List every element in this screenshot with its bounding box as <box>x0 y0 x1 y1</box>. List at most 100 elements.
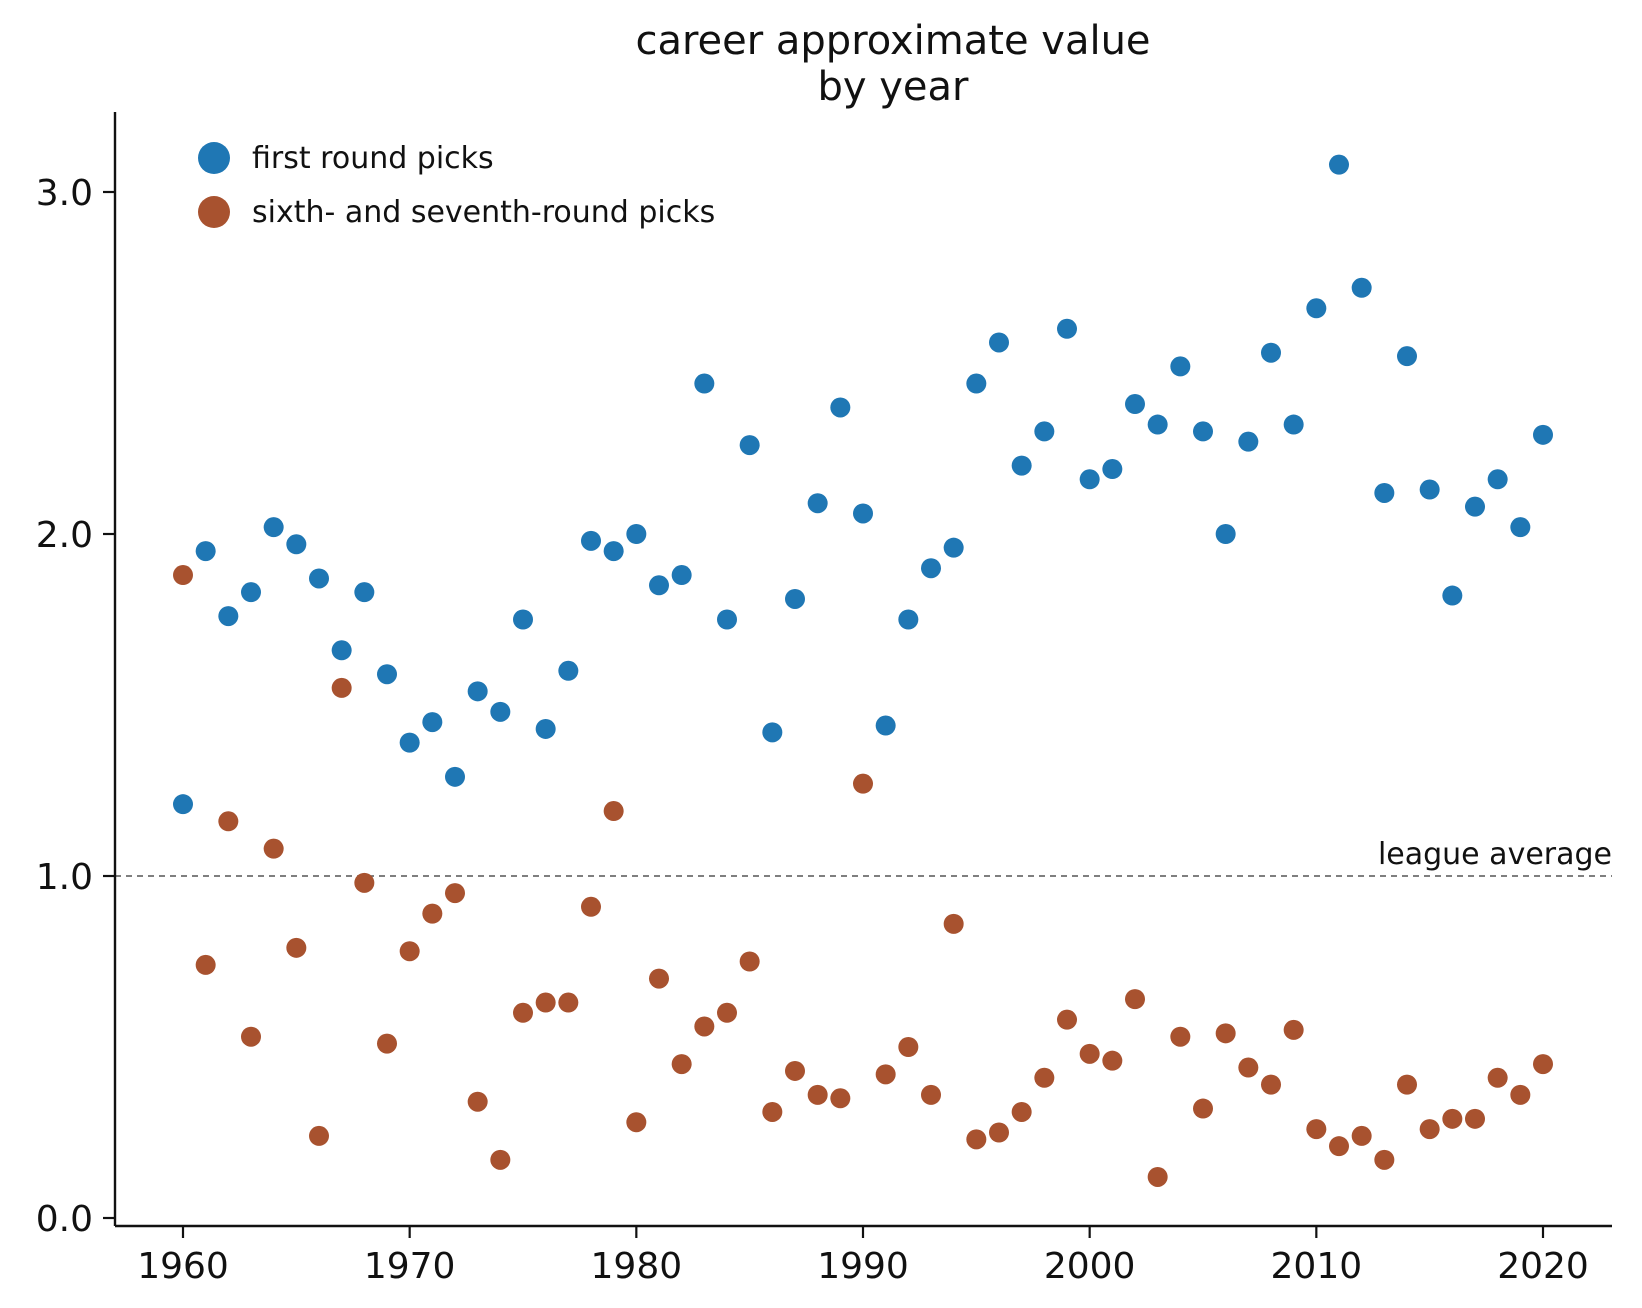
first-round-point <box>1193 421 1213 442</box>
late-round-point <box>943 913 964 934</box>
first-round-point <box>173 794 193 815</box>
first-round-point <box>626 524 647 544</box>
first-round-point <box>422 712 443 733</box>
first-round-point <box>875 715 896 736</box>
first-round-point <box>1397 346 1417 367</box>
late-round-point <box>603 801 624 822</box>
first-round-point <box>1283 414 1304 435</box>
first-round-point <box>830 397 851 418</box>
first-round-point <box>898 609 919 630</box>
late-round-point <box>218 811 239 832</box>
reference-line-label: league average <box>1378 837 1612 872</box>
late-round-point <box>1465 1108 1485 1129</box>
late-round-point <box>354 872 375 893</box>
first-round-point <box>966 373 987 394</box>
first-round-point <box>853 503 873 524</box>
first-round-point <box>1102 459 1123 480</box>
late-round-point <box>286 937 307 958</box>
first-round-point <box>1034 421 1055 442</box>
late-round-point <box>1057 1009 1077 1030</box>
first-round-point <box>762 722 783 743</box>
x-tick-label: 1990 <box>817 1246 909 1287</box>
first-round-point <box>399 732 420 753</box>
late-round-point <box>807 1084 828 1105</box>
late-round-point <box>1170 1026 1191 1047</box>
late-round-point <box>490 1149 511 1170</box>
plot-points <box>173 154 1553 1187</box>
late-round-point <box>1147 1166 1168 1187</box>
first-round-point <box>1374 482 1395 503</box>
late-round-point <box>694 1016 715 1037</box>
first-round-point <box>1125 394 1145 415</box>
late-round-point <box>422 903 443 924</box>
legend-label: sixth- and seventh-round picks <box>252 195 715 230</box>
late-round-point <box>762 1101 783 1122</box>
x-tick-label: 1960 <box>137 1246 229 1287</box>
first-round-point <box>1510 517 1531 538</box>
first-round-point <box>1215 524 1236 544</box>
x-tick-label: 2020 <box>1497 1246 1589 1287</box>
first-round-point <box>1057 318 1077 339</box>
late-round-point <box>377 1033 397 1054</box>
late-round-point <box>989 1122 1009 1143</box>
first-round-point <box>218 606 239 627</box>
late-round-point <box>898 1037 919 1057</box>
first-round-point <box>331 640 352 661</box>
reference-line-group: league average <box>115 837 1612 877</box>
first-round-point <box>1329 154 1349 175</box>
first-round-point <box>263 517 284 538</box>
first-round-point <box>467 681 488 702</box>
first-round-point <box>445 766 465 787</box>
late-round-point <box>1442 1108 1463 1129</box>
first-round-point <box>1442 585 1463 606</box>
late-round-point <box>1283 1019 1304 1040</box>
y-tick-label: 2.0 <box>36 515 93 556</box>
legend-marker-first-round <box>198 142 230 174</box>
first-round-point <box>1533 424 1553 445</box>
first-round-point <box>649 575 669 596</box>
first-round-point <box>739 435 760 456</box>
first-round-point <box>1147 414 1168 435</box>
chart-title-line: career approximate value <box>635 18 1150 64</box>
first-round-point <box>943 537 964 558</box>
y-tick-label: 0.0 <box>36 1199 93 1240</box>
late-round-point <box>467 1091 488 1112</box>
first-round-point <box>1079 469 1100 490</box>
y-tick-label: 1.0 <box>36 857 93 898</box>
late-round-point <box>830 1088 851 1109</box>
x-axis: 1960 1970 1980 1990 2000 2010 2020 <box>115 1224 1612 1287</box>
y-axis: 0.0 1.0 2.0 3.0 <box>36 112 117 1240</box>
first-round-point <box>785 588 805 609</box>
late-round-point <box>445 883 465 904</box>
late-round-point <box>966 1129 987 1150</box>
y-tick-label: 3.0 <box>36 173 93 214</box>
first-round-point <box>1306 298 1327 319</box>
late-round-point <box>1079 1043 1100 1064</box>
first-round-point <box>989 332 1009 353</box>
late-round-point <box>1374 1149 1395 1170</box>
first-round-point <box>558 660 579 681</box>
chart-title-line: by year <box>817 64 969 110</box>
late-round-point <box>331 677 352 698</box>
legend-marker-late-round <box>198 196 230 228</box>
first-round-point <box>603 541 624 562</box>
late-round-point <box>513 1002 533 1023</box>
first-round-point <box>581 530 601 551</box>
late-round-point <box>1533 1054 1553 1075</box>
late-round-point <box>717 1002 737 1023</box>
late-round-point <box>1329 1136 1349 1157</box>
first-round-point <box>535 718 556 739</box>
late-round-point <box>739 951 760 972</box>
first-round-point <box>671 565 692 586</box>
first-round-point <box>1170 356 1191 377</box>
late-round-point <box>1034 1067 1055 1088</box>
late-round-point <box>558 992 579 1013</box>
first-round-point <box>1419 479 1440 500</box>
late-round-point <box>853 773 873 794</box>
first-round-point <box>921 558 941 579</box>
first-round-point <box>309 568 329 589</box>
first-round-point <box>1238 431 1259 452</box>
late-round-point <box>241 1026 261 1047</box>
